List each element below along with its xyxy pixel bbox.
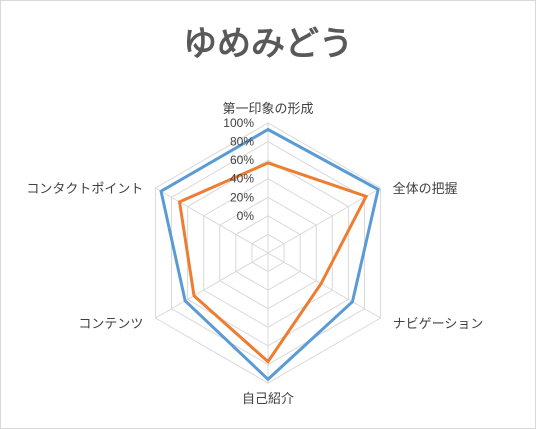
tick-label: 100%	[223, 116, 254, 130]
grid-spoke	[267, 187, 381, 254]
series-line-2	[177, 161, 369, 364]
tick-label: 0%	[237, 209, 255, 223]
radar-series	[159, 127, 380, 382]
tick-label: 40%	[230, 172, 254, 186]
tick-label: 80%	[230, 135, 254, 149]
category-label: 自己紹介	[242, 392, 294, 407]
category-label: 全体の把握	[393, 181, 458, 197]
grid-spoke	[267, 252, 381, 319]
series-line-1	[159, 127, 380, 382]
grid-spoke	[155, 187, 269, 254]
tick-label: 60%	[230, 153, 254, 167]
grid-spoke	[155, 252, 269, 319]
radar-tick-labels: 0% 20% 40% 60% 80% 100%	[223, 116, 254, 223]
category-label: ナビゲーション	[393, 317, 484, 332]
tick-label: 20%	[230, 190, 254, 204]
chart-title: ゆめみどう	[183, 24, 353, 64]
category-label: コンテンツ	[78, 317, 143, 332]
category-label: 第一印象の形成	[222, 102, 313, 117]
category-label: コンタクトポイント	[26, 182, 143, 197]
